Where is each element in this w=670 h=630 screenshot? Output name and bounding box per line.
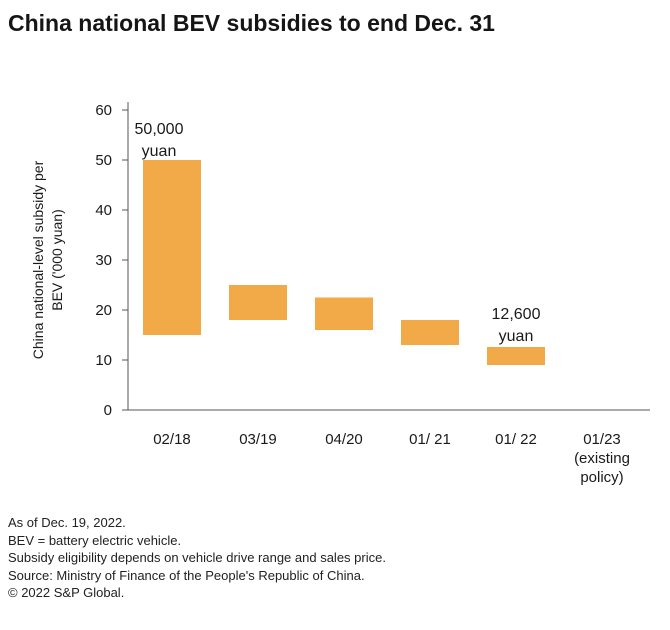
y-tick-label: 50 bbox=[95, 152, 112, 169]
x-tick-label: policy) bbox=[580, 469, 623, 486]
y-tick-label: 20 bbox=[95, 302, 112, 319]
data-annotation: 50,000 bbox=[135, 121, 184, 138]
y-axis-title: BEV ('000 yuan) bbox=[49, 209, 65, 311]
x-tick-label: 04/20 bbox=[325, 431, 363, 448]
data-annotation: 12,600 bbox=[492, 306, 541, 323]
x-tick-label: 01/ 22 bbox=[495, 431, 537, 448]
bar-chart: 0 10 20 30 40 50 60 China national-level subsid… bbox=[30, 102, 650, 486]
data-annotation: yuan bbox=[142, 143, 177, 160]
x-tick-label: 01/ 21 bbox=[409, 431, 451, 448]
y-tick-label: 10 bbox=[95, 352, 112, 369]
chart-title: China national BEV subsidies to end Dec.… bbox=[8, 10, 495, 36]
bar-range-4 bbox=[487, 347, 545, 365]
y-axis-title: China national-level subsidy per bbox=[30, 160, 46, 359]
y-tick-label: 30 bbox=[95, 252, 112, 269]
bar-range-0 bbox=[143, 160, 201, 335]
y-tick-label: 40 bbox=[95, 202, 112, 219]
footnote-eligibility: Subsidy eligibility depends on vehicle d… bbox=[8, 550, 386, 565]
x-tick-label: (existing bbox=[574, 450, 630, 467]
footnote-copyright: © 2022 S&P Global. bbox=[8, 585, 125, 600]
bar-range-1 bbox=[229, 285, 287, 320]
data-annotation: yuan bbox=[499, 328, 534, 345]
bar-range-2 bbox=[315, 297, 373, 330]
y-tick-label: 60 bbox=[95, 102, 112, 119]
footnote-bev-definition: BEV = battery electric vehicle. bbox=[8, 532, 182, 548]
x-tick-label: 02/18 bbox=[153, 431, 191, 448]
x-tick-label: 01/23 bbox=[583, 431, 621, 448]
footnote-as-of: As of Dec. 19, 2022. bbox=[8, 515, 126, 530]
y-tick-label: 0 bbox=[104, 402, 112, 419]
footnotes: As of Dec. 19, 2022. BEV = battery elect… bbox=[8, 514, 386, 602]
x-tick-label: 03/19 bbox=[239, 431, 277, 448]
footnote-source: Source: Ministry of Finance of the Peopl… bbox=[8, 567, 365, 583]
bar-range-3 bbox=[401, 320, 459, 345]
